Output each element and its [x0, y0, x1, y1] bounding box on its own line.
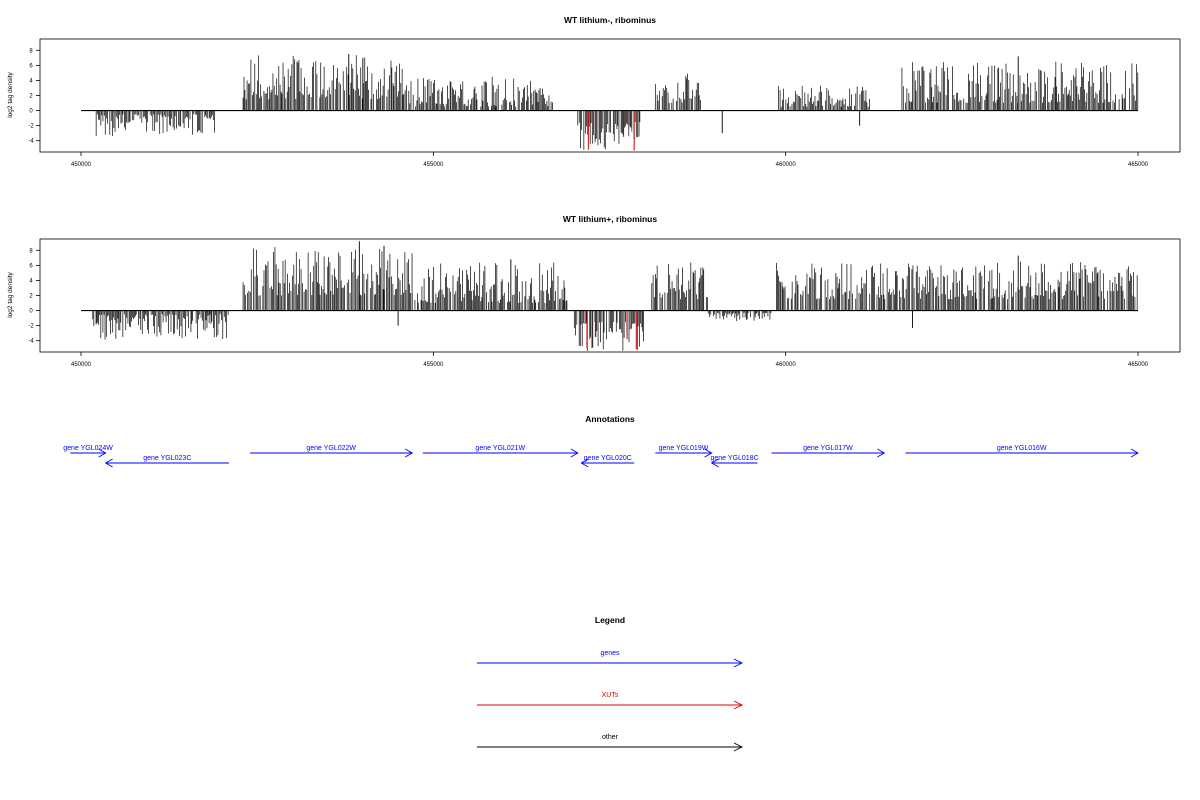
gene-label: gene YGL024W	[63, 445, 113, 452]
x-tick-label: 455000	[423, 362, 444, 368]
x-tick-label: 450000	[71, 362, 92, 368]
y-tick-label: -2	[28, 124, 34, 130]
y-axis-label: log2 tag density	[7, 71, 14, 117]
panel-title: WT lithium+, ribominus	[563, 214, 657, 224]
x-tick-label: 465000	[1128, 362, 1149, 368]
legend-item: other	[477, 734, 744, 752]
y-tick-label: -4	[28, 339, 34, 345]
gene-label: gene YGL023C	[143, 455, 191, 462]
x-tick-label: 450000	[71, 162, 92, 168]
y-tick-label: -2	[28, 324, 34, 330]
gene-arrow-head	[570, 448, 579, 458]
gene-arrow: gene YGL017W	[771, 445, 886, 458]
y-tick-label: 4	[29, 78, 33, 84]
gene-label: gene YGL016W	[997, 445, 1047, 452]
y-axis: -4 -2 0 2 4 6 8	[28, 248, 40, 345]
legend-arrow-head	[733, 700, 744, 710]
gene-arrow-head	[580, 458, 589, 468]
x-tick-label: 460000	[776, 362, 797, 368]
gene-arrow: gene YGL019W	[655, 445, 713, 458]
gene-label: gene YGL017W	[803, 445, 853, 452]
legend-label: other	[602, 734, 619, 741]
gene-label: gene YGL020C	[584, 455, 632, 462]
gene-arrow-head	[104, 458, 113, 468]
gene-label: gene YGL022W	[306, 445, 356, 452]
y-tick-label: 0	[29, 109, 33, 115]
legend-item: genes	[477, 650, 744, 668]
gene-label: gene YGL021W	[475, 445, 525, 452]
gene-arrow: gene YGL020C	[580, 455, 635, 468]
y-tick-label: 8	[29, 48, 33, 54]
y-tick-label: 2	[29, 294, 33, 300]
gene-arrow-head	[98, 448, 107, 458]
legend-items: genes XUTs other	[477, 650, 744, 752]
x-tick-label: 460000	[776, 162, 797, 168]
gene-arrow: gene YGL016W	[905, 445, 1139, 458]
x-axis: 450000 455000 460000 465000	[71, 352, 1149, 368]
gene-arrows: gene YGL024W gene YGL023C gene YGL022W gene…	[63, 445, 1139, 468]
legend-item: XUTs	[477, 692, 744, 710]
y-axis: -4 -2 0 2 4 6 8	[28, 48, 40, 145]
y-tick-label: 8	[29, 248, 33, 254]
legend-arrow-head	[733, 742, 744, 752]
y-tick-label: 2	[29, 94, 33, 100]
gene-arrow: gene YGL022W	[250, 445, 414, 458]
gene-arrow-head	[877, 448, 886, 458]
bar-series	[92, 241, 1138, 352]
y-tick-label: 4	[29, 278, 33, 284]
y-tick-label: -4	[28, 139, 34, 145]
gene-arrow-head	[704, 448, 713, 458]
annotations-title: Annotations	[585, 414, 635, 424]
legend: Legend genes XUTs other	[477, 615, 744, 752]
gene-arrow: gene YGL024W	[63, 445, 113, 458]
gene-arrow: gene YGL021W	[422, 445, 579, 458]
gene-arrow-head	[404, 448, 414, 458]
gene-arrow-head	[710, 458, 719, 468]
gene-arrow: gene YGL018C	[710, 455, 759, 468]
bar-series	[95, 54, 1139, 151]
y-axis-label: log2 tag density	[7, 271, 14, 317]
y-tick-label: 0	[29, 309, 33, 315]
y-tick-label: 6	[29, 263, 33, 269]
panel-title: WT lithium-, ribominus	[564, 15, 656, 25]
gene-arrow: gene YGL023C	[104, 455, 229, 468]
legend-title: Legend	[595, 615, 625, 625]
legend-label: genes	[600, 650, 620, 657]
x-axis: 450000 455000 460000 465000	[71, 152, 1149, 168]
x-tick-label: 455000	[423, 162, 444, 168]
y-tick-label: 6	[29, 63, 33, 69]
legend-label: XUTs	[602, 692, 619, 699]
gene-label: gene YGL019W	[659, 445, 709, 452]
legend-arrow-head	[733, 658, 744, 668]
gene-label: gene YGL018C	[711, 455, 759, 462]
x-tick-label: 465000	[1128, 162, 1149, 168]
gene-arrow-head	[1130, 448, 1139, 458]
